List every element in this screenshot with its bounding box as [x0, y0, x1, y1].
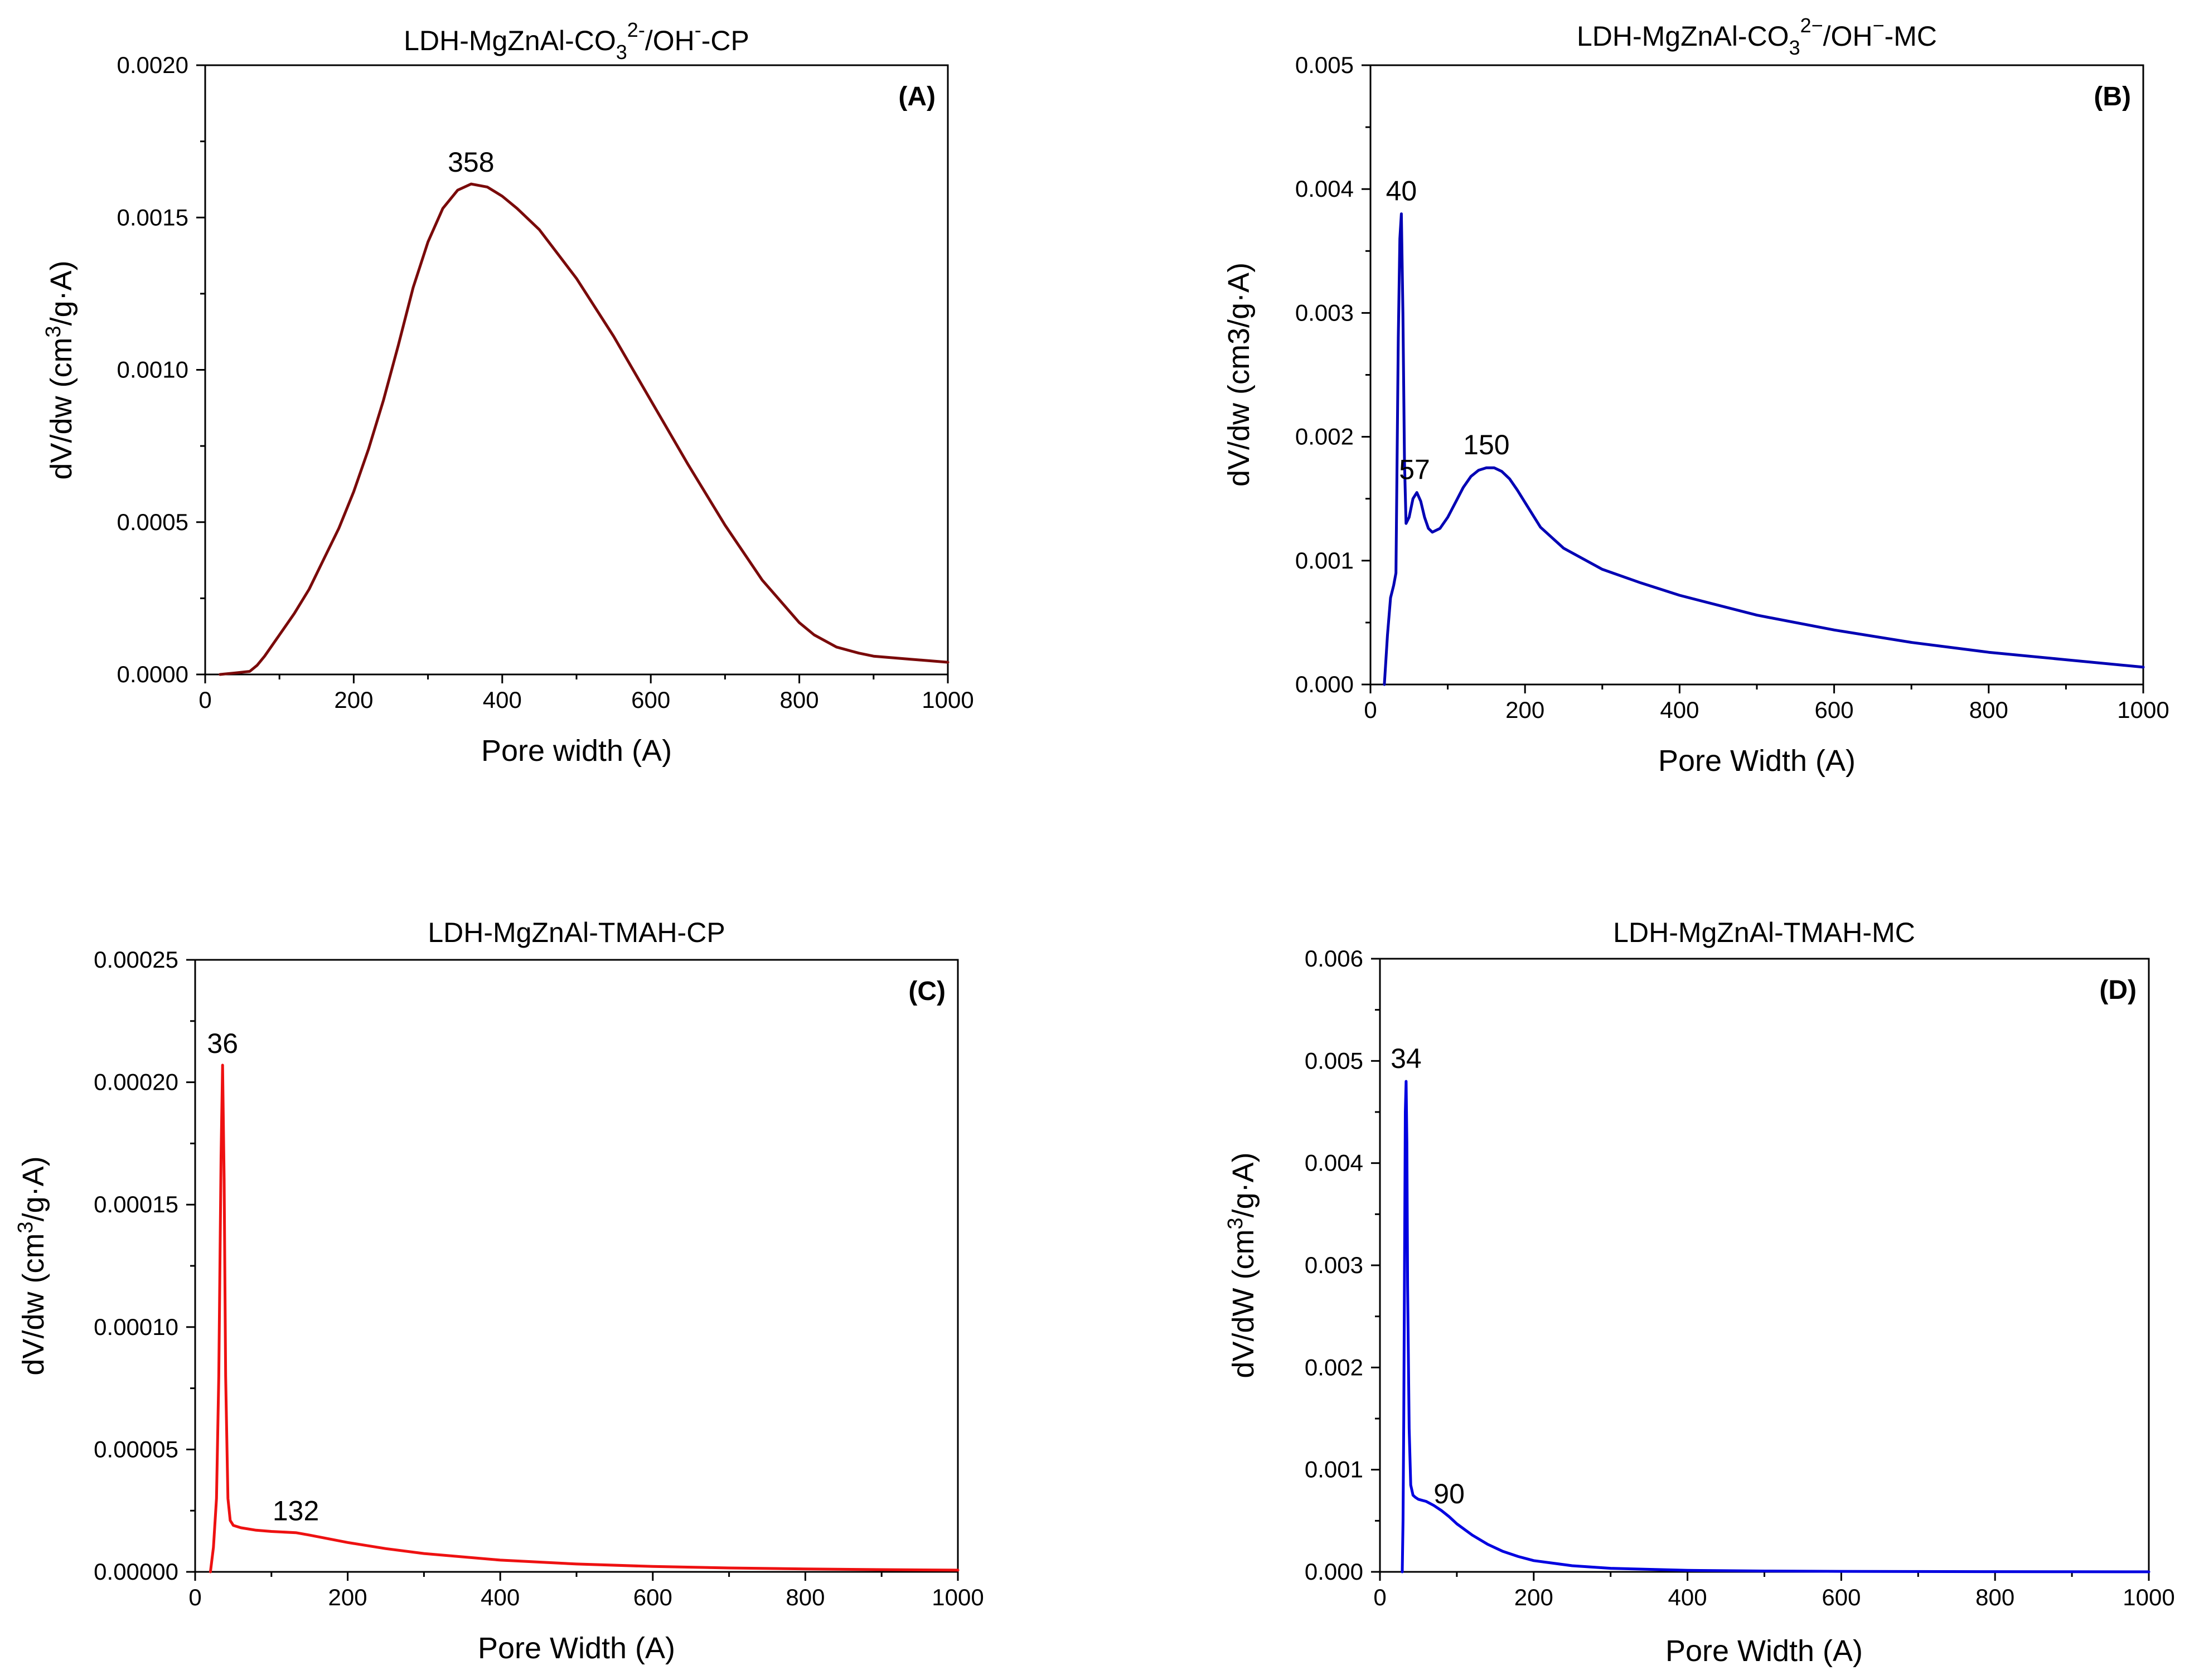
- panel-c-y-tick-label: 0.00025: [94, 946, 178, 973]
- panel-b-x-tick-label: 400: [1660, 697, 1699, 723]
- panel-d-tag: (D): [2099, 975, 2137, 1005]
- panel-a-y-tick-label: 0.0015: [117, 204, 188, 230]
- panel-d-x-tick-label: 0: [1373, 1584, 1386, 1610]
- panel-a-x-tick-label: 800: [780, 687, 819, 713]
- panel-a-y-tick-label: 0.0005: [117, 509, 188, 535]
- panel-d-peak-label: 90: [1433, 1478, 1465, 1509]
- panel-d-x-label: Pore Width (A): [1665, 1634, 1863, 1668]
- panel-c-peak-label: 132: [273, 1496, 319, 1527]
- panel-b-tag: (B): [2094, 82, 2131, 111]
- panel-b-y-tick-label: 0.002: [1295, 424, 1354, 450]
- panel-c-x-tick-label: 0: [188, 1584, 201, 1610]
- panel-c-peak-label: 36: [207, 1028, 238, 1059]
- panel-a-y-tick-label: 0.0010: [117, 357, 188, 383]
- panel-d-y-tick-label: 0.005: [1305, 1047, 1363, 1074]
- panel-b-peak-label: 57: [1399, 454, 1430, 485]
- panel-a-y-tick-label: 0.0020: [117, 52, 188, 78]
- panel-a-peak-label: 358: [448, 147, 494, 178]
- panel-d: LDH-MgZnAl-TMAH-MC Pore Width (A) dV/dW …: [1224, 917, 2175, 1668]
- panel-d-y-tick-label: 0.001: [1305, 1456, 1363, 1483]
- panel-d-x-tick-label: 200: [1514, 1584, 1553, 1610]
- panel-b-x-tick-label: 0: [1364, 697, 1377, 723]
- panel-d-series-line: [1401, 1080, 2150, 1574]
- panel-a-x-tick-label: 0: [198, 687, 211, 713]
- panel-a-x-tick-label: 1000: [922, 687, 973, 713]
- panel-d-y-tick-label: 0.002: [1305, 1354, 1363, 1380]
- panel-b-title: LDH-MgZnAl-CO32−/OH−-MC: [1577, 14, 1937, 59]
- panel-a-title: LDH-MgZnAl-CO32-/OH--CP: [404, 18, 749, 64]
- panel-c-x-label: Pore Width (A): [478, 1632, 675, 1665]
- panel-c-y-label: dV/dw (cm3/g·A): [14, 1156, 50, 1375]
- panel-a-y-tick-label: 0.0000: [117, 661, 188, 687]
- panel-b-peak-label: 150: [1463, 429, 1509, 460]
- panel-c-x-tick-label: 200: [328, 1584, 367, 1610]
- panel-b-x-tick-label: 1000: [2117, 697, 2169, 723]
- panel-a-x-tick-label: 400: [483, 687, 522, 713]
- panel-d-y-label: dV/dW (cm3/g·A): [1224, 1152, 1260, 1378]
- panel-d-title: LDH-MgZnAl-TMAH-MC: [1613, 917, 1915, 948]
- panel-b-x-label: Pore Width (A): [1658, 744, 1856, 778]
- panel-b-x-tick-label: 600: [1815, 697, 1854, 723]
- panel-c-y-tick-label: 0.00015: [94, 1191, 178, 1217]
- panel-b-x-tick-label: 200: [1505, 697, 1544, 723]
- panel-c-y-tick-label: 0.00010: [94, 1314, 178, 1340]
- panel-b: LDH-MgZnAl-CO32−/OH−-MC Pore Width (A) d…: [1222, 14, 2169, 778]
- panel-d-y-tick-label: 0.003: [1305, 1252, 1363, 1278]
- panel-c-y-tick-label: 0.00000: [94, 1558, 178, 1585]
- panel-a-x-tick-label: 200: [334, 687, 373, 713]
- panel-d-y-tick-label: 0.000: [1305, 1558, 1363, 1585]
- panel-b-y-tick-label: 0.003: [1295, 299, 1354, 326]
- panel-a-series-line: [219, 182, 950, 676]
- panel-c-series-line: [209, 1064, 960, 1574]
- panel-c-x-tick-label: 600: [633, 1584, 672, 1610]
- panel-c-y-tick-label: 0.00005: [94, 1436, 178, 1462]
- panel-b-y-tick-label: 0.000: [1295, 671, 1354, 697]
- panel-c-x-tick-label: 800: [786, 1584, 825, 1610]
- panel-a: LDH-MgZnAl-CO32-/OH--CP Pore width (A) d…: [42, 18, 974, 768]
- panel-b-x-tick-label: 800: [1969, 697, 2008, 723]
- panel-c: LDH-MgZnAl-TMAH-CP Pore Width (A) dV/dw …: [14, 917, 984, 1665]
- panel-d-x-tick-label: 400: [1668, 1584, 1707, 1610]
- panel-d-x-tick-label: 600: [1822, 1584, 1861, 1610]
- panel-b-y-tick-label: 0.001: [1295, 547, 1354, 574]
- panel-d-x-tick-label: 1000: [2123, 1584, 2174, 1610]
- panel-d-y-tick-label: 0.004: [1305, 1150, 1363, 1176]
- panel-c-y-tick-label: 0.00020: [94, 1069, 178, 1095]
- panel-c-x-tick-label: 400: [481, 1584, 520, 1610]
- panel-b-y-tick-label: 0.005: [1295, 52, 1354, 78]
- panel-b-peak-label: 40: [1386, 176, 1417, 207]
- panel-b-series-line: [1383, 212, 2145, 686]
- panel-a-x-tick-label: 600: [631, 687, 670, 713]
- panel-a-x-label: Pore width (A): [481, 734, 672, 768]
- panel-b-y-label: dV/dw (cm3/g·A): [1222, 263, 1256, 487]
- panel-d-x-tick-label: 800: [1975, 1584, 2014, 1610]
- panel-a-tag: (A): [898, 82, 936, 111]
- panel-a-y-label: dV/dw (cm3/g·A): [42, 260, 78, 479]
- panel-c-tag: (C): [908, 977, 946, 1006]
- panel-d-peak-label: 34: [1391, 1043, 1422, 1074]
- panel-d-y-tick-label: 0.006: [1305, 945, 1363, 972]
- panel-b-y-tick-label: 0.004: [1295, 176, 1354, 202]
- panel-c-title: LDH-MgZnAl-TMAH-CP: [428, 917, 725, 948]
- panel-c-x-tick-label: 1000: [932, 1584, 984, 1610]
